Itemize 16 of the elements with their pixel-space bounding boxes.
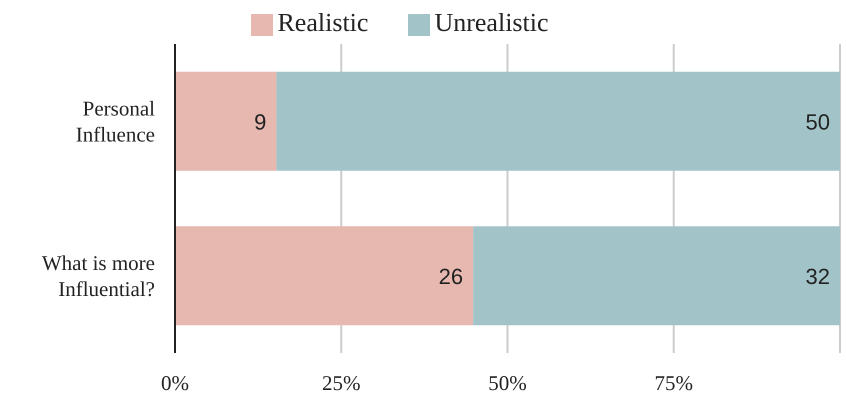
x-tick-label: 75% xyxy=(654,370,693,395)
legend-label: Unrealistic xyxy=(434,8,549,37)
annotation: 9 xyxy=(254,109,266,134)
legend-label: Realistic xyxy=(277,8,368,37)
annotation: 50 xyxy=(806,109,830,134)
bar xyxy=(175,226,474,326)
bar xyxy=(276,72,840,171)
annotation: 26 xyxy=(438,264,464,289)
x-tick-label: 0% xyxy=(161,370,189,395)
x-tick-label: 50% xyxy=(488,370,527,395)
x-tick-label: 25% xyxy=(322,370,360,395)
y-tick-label: Personal Influence xyxy=(76,96,156,146)
annotation: 32 xyxy=(806,264,830,289)
bar xyxy=(175,72,276,171)
bar xyxy=(473,226,840,326)
y-tick-label: What is more Influential? xyxy=(42,250,155,301)
